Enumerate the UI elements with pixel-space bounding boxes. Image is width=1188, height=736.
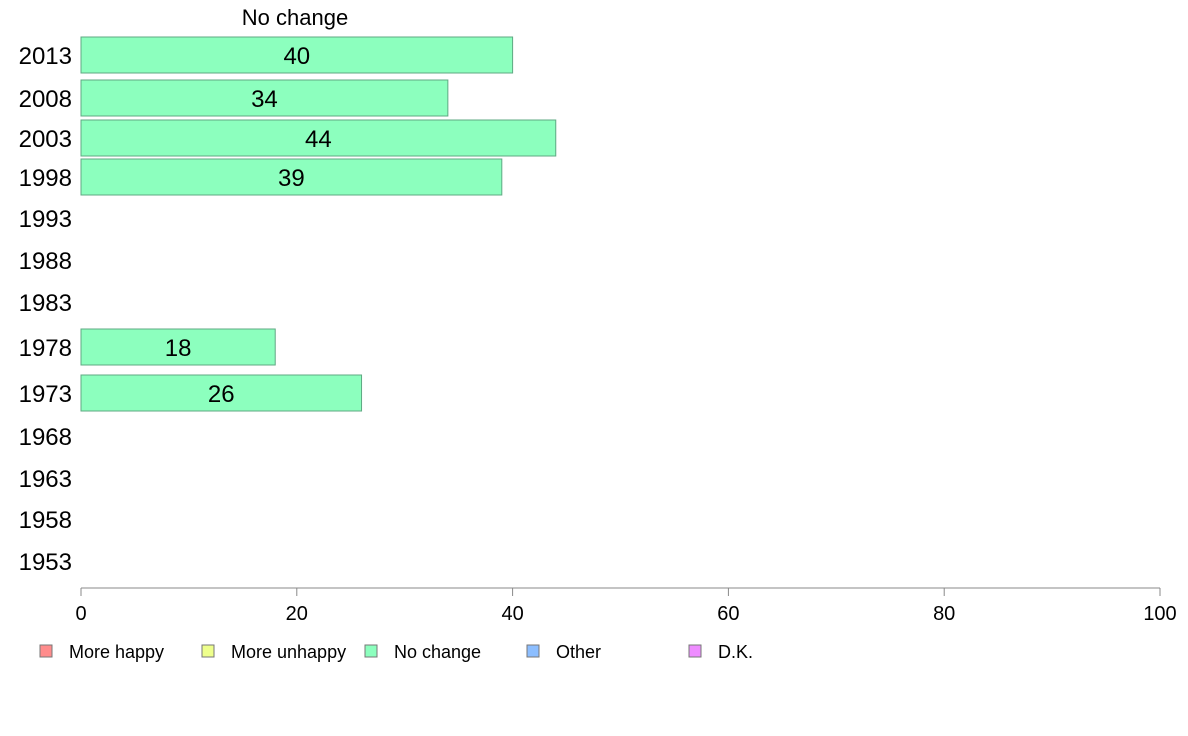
legend-label: No change	[394, 642, 481, 662]
bar	[80, 158, 503, 196]
legend: More happy More unhappy No change Other D.K.	[39, 642, 753, 662]
year-label: 1963	[19, 466, 72, 493]
bar-value-label: 18	[165, 335, 192, 362]
bar	[80, 79, 449, 117]
legend-swatch	[364, 644, 378, 658]
x-tick-label: 40	[501, 603, 523, 625]
bar-value-label: 44	[305, 126, 332, 153]
x-tick-label: 60	[717, 603, 739, 625]
year-label: 1973	[19, 381, 72, 408]
legend-swatch	[201, 644, 215, 658]
x-tick-label: 80	[933, 603, 955, 625]
bar	[80, 328, 276, 366]
panel-title: No change	[242, 5, 348, 30]
x-tick-label: 100	[1143, 603, 1176, 625]
year-label: 1988	[19, 248, 72, 275]
x-axis: 0 20 40 60 80 100	[75, 587, 1177, 625]
legend-swatch	[526, 644, 540, 658]
year-label: 1958	[19, 507, 72, 534]
x-tick-label: 20	[286, 603, 308, 625]
year-label: 1968	[19, 424, 72, 451]
legend-label: Other	[556, 642, 601, 662]
year-label: 1983	[19, 290, 72, 317]
year-labels-group: 2013 2008 2003 1998 1993 1988 1983 1978 1973 1968…	[19, 43, 72, 576]
bar-value-label: 39	[278, 165, 305, 192]
legend-swatch	[688, 644, 702, 658]
year-label: 2003	[19, 126, 72, 153]
legend-label: More unhappy	[231, 642, 346, 662]
bar-value-label: 40	[283, 43, 310, 70]
bar	[80, 374, 363, 412]
year-label: 2013	[19, 43, 72, 70]
legend-label: More happy	[69, 642, 164, 662]
year-label: 1993	[19, 206, 72, 233]
legend-swatch	[39, 644, 53, 658]
year-label: 1953	[19, 549, 72, 576]
year-label: 1998	[19, 165, 72, 192]
bar	[80, 119, 557, 157]
year-label: 1978	[19, 335, 72, 362]
x-tick-label: 0	[75, 603, 86, 625]
bar	[80, 36, 514, 74]
bar-value-label: 26	[208, 381, 235, 408]
legend-label: D.K.	[718, 642, 753, 662]
bar-value-label: 34	[251, 86, 278, 113]
year-label: 2008	[19, 86, 72, 113]
